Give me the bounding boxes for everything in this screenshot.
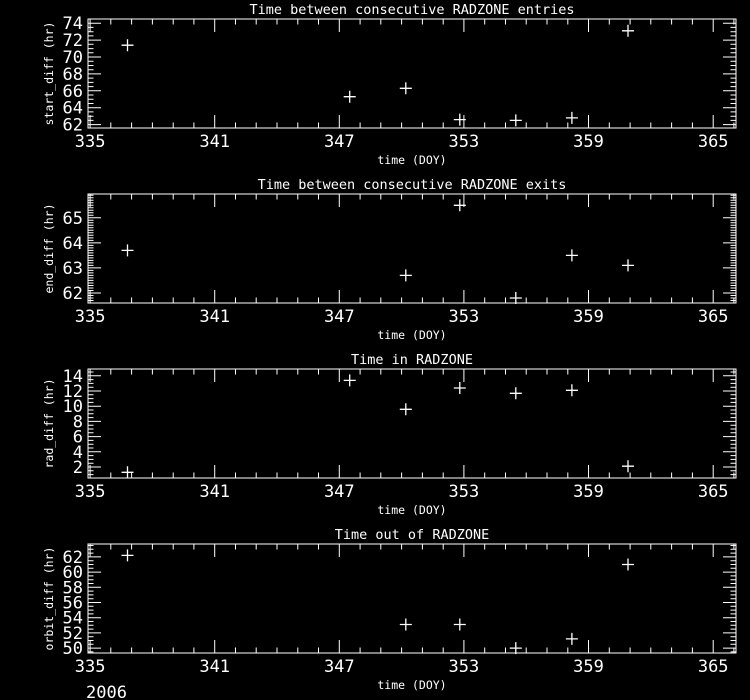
- y-tick-label: 72: [63, 31, 83, 51]
- x-tick-label: 353: [449, 307, 480, 327]
- x-axis-label: time (DOY): [377, 503, 446, 517]
- y-tick-label: 6: [73, 428, 83, 448]
- y-tick-label: 62: [63, 284, 83, 304]
- x-tick-label: 359: [573, 657, 604, 677]
- chart-title: Time out of RADZONE: [335, 527, 489, 543]
- x-tick-label: 341: [199, 482, 230, 502]
- x-tick-label: 341: [199, 657, 230, 677]
- plot-border: [87, 193, 737, 304]
- y-tick-label: 54: [63, 609, 83, 629]
- x-tick-label: 347: [324, 307, 355, 327]
- y-tick-label: 74: [63, 14, 83, 34]
- axis-ticks: [88, 369, 736, 478]
- year-label: 2006: [86, 683, 127, 700]
- chart-title: Time in RADZONE: [351, 352, 473, 368]
- x-tick-label: 365: [698, 657, 729, 677]
- x-tick-label: 347: [324, 657, 355, 677]
- x-tick-label: 335: [75, 657, 106, 677]
- y-tick-label: 63: [63, 259, 83, 279]
- y-tick-label: 50: [63, 639, 83, 659]
- y-tick-label: 70: [63, 48, 83, 68]
- x-tick-label: 347: [324, 132, 355, 152]
- x-tick-label: 335: [75, 132, 106, 152]
- x-tick-label: 359: [573, 482, 604, 502]
- x-tick-label: 359: [573, 307, 604, 327]
- chart-time-between-exits: 335 341 347 353 359 365 62 63 64 65 Time between c…: [42, 177, 737, 342]
- axis-ticks: [88, 194, 736, 304]
- x-tick-label: 335: [75, 307, 106, 327]
- y-tick-label: 58: [63, 578, 83, 598]
- x-tick-label: 353: [449, 657, 480, 677]
- y-tick-label: 62: [63, 116, 83, 136]
- x-axis-label: time (DOY): [377, 678, 446, 692]
- axis-ticks: [88, 544, 736, 653]
- y-axis-label: end_diff (hr): [42, 203, 56, 293]
- y-tick-label: 12: [63, 382, 83, 402]
- plot-border: [87, 368, 737, 479]
- x-tick-label: 359: [573, 132, 604, 152]
- x-tick-label: 365: [698, 307, 729, 327]
- x-tick-label: 341: [199, 132, 230, 152]
- y-tick-label: 64: [63, 234, 83, 254]
- x-tick-label: 347: [324, 482, 355, 502]
- data-point-markers: [121, 374, 634, 479]
- x-tick-label: 353: [449, 132, 480, 152]
- y-tick-label: 68: [63, 65, 83, 85]
- y-tick-label: 56: [63, 594, 83, 614]
- y-axis-label: rad_diff (hr): [42, 378, 56, 468]
- y-tick-label: 14: [63, 367, 83, 387]
- y-tick-label: 64: [63, 99, 83, 119]
- y-tick-label: 4: [73, 443, 83, 463]
- chart-title: Time between consecutive RADZONE entries: [249, 2, 574, 18]
- y-tick-label: 2: [73, 458, 83, 478]
- x-axis-label: time (DOY): [377, 328, 446, 342]
- chart-title: Time between consecutive RADZONE exits: [258, 177, 567, 193]
- y-tick-label: 65: [63, 209, 83, 229]
- y-tick-label: 62: [63, 548, 83, 568]
- y-tick-label: 10: [63, 397, 83, 417]
- data-point-markers: [121, 24, 634, 127]
- x-tick-label: 365: [698, 132, 729, 152]
- x-tick-label: 335: [75, 482, 106, 502]
- y-tick-label: 52: [63, 624, 83, 644]
- y-tick-label: 8: [73, 412, 83, 432]
- axis-ticks: [88, 18, 736, 128]
- x-tick-label: 365: [698, 482, 729, 502]
- plot-border: [87, 18, 737, 129]
- x-axis-label: time (DOY): [377, 153, 446, 167]
- y-tick-label: 66: [63, 82, 83, 102]
- data-point-markers: [121, 199, 634, 304]
- x-tick-label: 341: [199, 307, 230, 327]
- x-tick-label: 353: [449, 482, 480, 502]
- plot-border: [87, 543, 737, 654]
- y-axis-label: start_diff (hr): [42, 22, 56, 126]
- y-axis-label: orbit_diff (hr): [42, 547, 56, 651]
- y-tick-label: 60: [63, 563, 83, 583]
- data-point-markers: [121, 549, 634, 655]
